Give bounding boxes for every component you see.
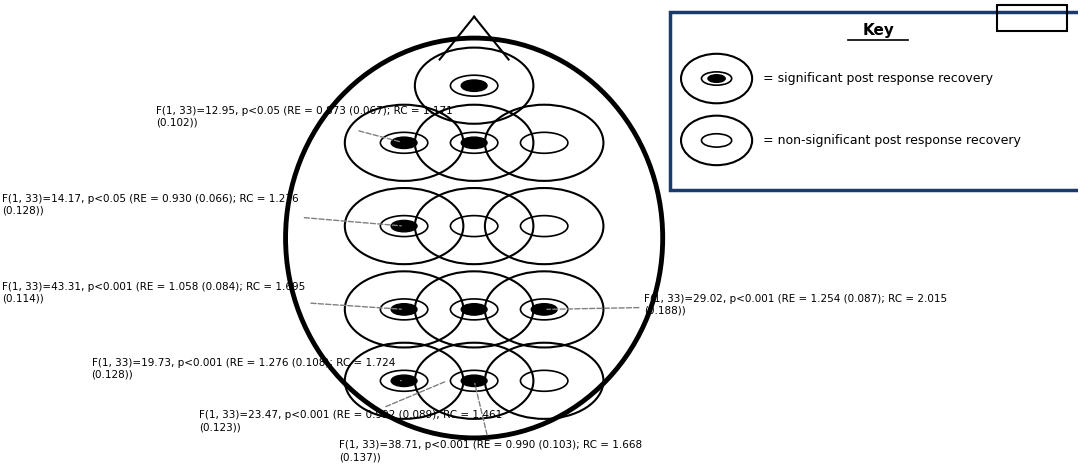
Text: = non-significant post response recovery: = non-significant post response recovery [763, 134, 1020, 147]
Text: = significant post response recovery: = significant post response recovery [763, 72, 993, 85]
Text: F(1, 33)=12.95, p<0.05 (RE = 0.873 (0.067); RC = 1.171
(0.102)): F(1, 33)=12.95, p<0.05 (RE = 0.873 (0.06… [156, 106, 453, 142]
Text: F(1, 33)=19.73, p<0.001 (RE = 1.276 (0.108); RC = 1.724
(0.128)): F(1, 33)=19.73, p<0.001 (RE = 1.276 (0.1… [91, 358, 402, 381]
Text: F(1, 33)=43.31, p<0.001 (RE = 1.058 (0.084); RC = 1.695
(0.114)): F(1, 33)=43.31, p<0.001 (RE = 1.058 (0.0… [2, 282, 402, 309]
Circle shape [462, 375, 487, 387]
Text: F(1, 33)=29.02, p<0.001 (RE = 1.254 (0.087); RC = 2.015
(0.188)): F(1, 33)=29.02, p<0.001 (RE = 1.254 (0.0… [547, 294, 947, 316]
Circle shape [462, 137, 487, 149]
Circle shape [391, 375, 417, 387]
Text: F(1, 33)=38.71, p<0.001 (RE = 0.990 (0.103); RC = 1.668
(0.137)): F(1, 33)=38.71, p<0.001 (RE = 0.990 (0.1… [340, 384, 643, 462]
Circle shape [391, 137, 417, 149]
Circle shape [391, 304, 417, 315]
Circle shape [391, 220, 417, 232]
Circle shape [462, 304, 487, 315]
Bar [996, 5, 1067, 31]
Circle shape [708, 75, 725, 82]
Text: F(1, 33)=23.47, p<0.001 (RE = 0.992 (0.089); RC = 1.461
(0.123)): F(1, 33)=23.47, p<0.001 (RE = 0.992 (0.0… [199, 382, 503, 432]
Circle shape [531, 304, 558, 315]
Text: Key: Key [862, 23, 894, 39]
Bar [670, 12, 1082, 190]
Circle shape [462, 80, 487, 91]
Text: F(1, 33)=14.17, p<0.05 (RE = 0.930 (0.066); RC = 1.276
(0.128)): F(1, 33)=14.17, p<0.05 (RE = 0.930 (0.06… [2, 194, 402, 226]
